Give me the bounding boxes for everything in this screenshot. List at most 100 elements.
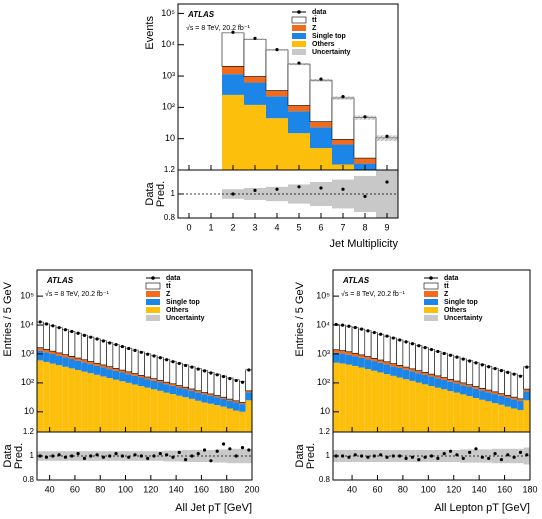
data-point [461, 357, 465, 361]
stack-bar [447, 381, 454, 392]
data-point [493, 367, 497, 371]
stack-bar [265, 49, 289, 91]
y-tick-label: 10⁴ [161, 39, 175, 49]
ratio-point [184, 458, 188, 462]
stack-bar [201, 402, 208, 432]
stack-bar [220, 397, 227, 399]
data-point [234, 378, 238, 383]
stack-bar [479, 390, 486, 400]
data-point [442, 351, 446, 356]
legend-label: Z [312, 25, 317, 32]
stack-bar [214, 397, 221, 406]
stack-bar [421, 374, 429, 385]
ratio-point [57, 453, 61, 457]
stack-bar [169, 394, 177, 432]
ratio-point [158, 452, 162, 456]
stack-bar [112, 344, 120, 369]
data-point [340, 323, 345, 327]
stack-bar [310, 148, 332, 170]
stack-bar [523, 389, 530, 392]
ratio-point [417, 458, 421, 462]
data-point [372, 330, 376, 335]
data-point [38, 320, 42, 324]
stack-bar [266, 90, 288, 97]
energy-label: √s = 8 TeV, 20.2 fb⁻¹ [45, 290, 109, 298]
y-tick-label: 10² [21, 377, 34, 387]
ratio-y-tick-label: 1.2 [23, 427, 35, 436]
stack-bar [498, 395, 505, 405]
stack-bar [43, 352, 50, 362]
stack-bar [415, 370, 422, 374]
energy-label: √s = 8 TeV, 20.2 fb⁻¹ [341, 290, 405, 298]
stack-bar [370, 332, 378, 359]
legend-label: tt̄ [166, 281, 171, 290]
ratio-point [353, 453, 357, 457]
stack-bar [333, 349, 340, 353]
stack-bar [377, 372, 384, 432]
stack-bar [106, 378, 113, 432]
data-point [184, 363, 188, 368]
ratio-uncertainty-band [441, 450, 448, 462]
ratio-uncertainty-band [266, 186, 288, 202]
stack-bar [55, 327, 63, 354]
data-point [57, 326, 61, 330]
ratio-point [209, 459, 213, 463]
stack-bar [358, 354, 365, 358]
data-point [404, 340, 408, 344]
data-point [359, 327, 364, 331]
ratio-uncertainty-band [354, 176, 376, 212]
stack-bar [61, 329, 69, 355]
stack-bar [195, 390, 202, 393]
ratio-point [171, 455, 175, 459]
x-tick-label: 100 [118, 484, 133, 494]
stack-bar [87, 361, 94, 365]
data-point [44, 322, 49, 326]
stack-bar [309, 79, 333, 122]
stack-bar [408, 343, 416, 370]
stack-bar [351, 327, 359, 354]
data-point [385, 334, 389, 338]
stack-bar [491, 391, 499, 395]
legend-marker [292, 49, 306, 55]
stack-bar [333, 352, 340, 363]
x-tick-label: 4 [274, 222, 279, 232]
stack-bar [125, 374, 132, 383]
stack-bar [106, 366, 113, 370]
stack-bar [441, 379, 448, 390]
stack-bar [358, 367, 365, 432]
stack-bar [333, 362, 340, 432]
stack-bar [49, 354, 56, 364]
stack-bar [466, 384, 473, 387]
data-point [436, 349, 440, 354]
stack-bar [415, 382, 422, 432]
ratio-point [95, 453, 99, 457]
stack-bar [226, 377, 234, 400]
ratio-point [391, 454, 395, 458]
y-tick-label: 10⁵ [20, 290, 34, 300]
x-tick-label: 8 [362, 222, 367, 232]
x-tick-label: 80 [398, 484, 408, 494]
x-tick-label: 40 [45, 484, 55, 494]
stack-bar [233, 410, 240, 432]
ratio-label: Pred. [155, 181, 167, 207]
legend-marker [146, 307, 160, 313]
stack-bar [453, 356, 461, 382]
stack-bar [214, 395, 221, 398]
stack-bar [447, 379, 454, 382]
stack-bar [466, 396, 473, 432]
ratio-point [133, 453, 137, 457]
y-tick-label: 10³ [21, 348, 34, 358]
data-point [171, 360, 175, 364]
stack-bar [453, 383, 461, 393]
stack-bar [364, 356, 372, 360]
y-tick-label: 10⁴ [316, 319, 330, 329]
stack-bar [176, 387, 183, 396]
data-point [468, 359, 472, 363]
legend-marker [146, 299, 160, 305]
data-point [391, 336, 395, 340]
x-tick-label: 0 [186, 222, 191, 232]
data-point [506, 370, 510, 375]
stack-bar [157, 382, 164, 391]
stack-bar [169, 360, 177, 385]
ratio-y-tick-label: 1 [30, 451, 35, 460]
